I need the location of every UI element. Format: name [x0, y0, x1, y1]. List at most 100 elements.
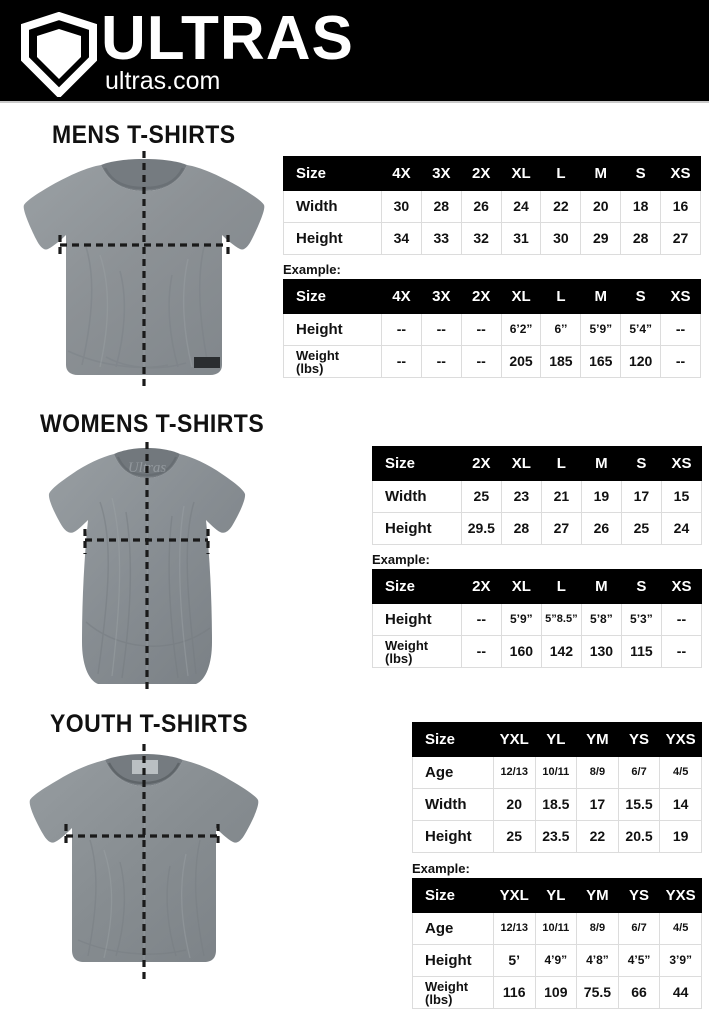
- table-row: Height 25 23.5 22 20.5 19: [412, 820, 702, 853]
- row-label-age: Age: [412, 756, 494, 789]
- cell: 5’3”: [620, 603, 662, 636]
- table-row: Height 34 33 32 31 30 29 28 27: [283, 222, 701, 255]
- col-header-ys: YS: [617, 722, 661, 757]
- row-label-weight: Weight (lbs): [412, 976, 494, 1009]
- cell: 25: [620, 512, 662, 545]
- col-header-m: M: [580, 279, 622, 314]
- table-row: Age 12/13 10/11 8/9 6/7 4/5: [412, 756, 702, 789]
- col-header-4x: 4X: [380, 156, 422, 191]
- cell: --: [660, 603, 703, 636]
- cell: 5”8.5”: [540, 603, 582, 636]
- row-label-weight-line1: Weight: [425, 978, 469, 994]
- cell: 75.5: [576, 976, 619, 1009]
- cell: 5’: [492, 944, 536, 977]
- cell: 24: [500, 190, 542, 223]
- col-header-size: Size: [372, 569, 462, 604]
- cell: --: [660, 345, 701, 378]
- cell: 6’’: [540, 313, 582, 346]
- cell: 8/9: [576, 912, 619, 945]
- row-label-height: Height: [283, 313, 382, 346]
- table-header-row: Size YXL YL YM YS YXS: [412, 878, 702, 913]
- row-label-weight-line1: Weight: [385, 637, 429, 653]
- brand-logo[interactable]: ULTRAS ultras.com: [17, 4, 387, 97]
- table-row: Height 5’ 4’9” 4’8” 4’5” 3’9”: [412, 944, 702, 977]
- cell: 32: [460, 222, 502, 255]
- cell: --: [660, 635, 703, 668]
- col-header-l: L: [540, 446, 582, 481]
- table-header-row: Size 2X XL L M S XS: [372, 569, 703, 604]
- cell: 44: [659, 976, 702, 1009]
- cell: 4/5: [659, 912, 702, 945]
- mens-size-table: Size 4X 3X 2X XL L M S XS Width 30 28 26: [283, 156, 701, 255]
- col-header-m: M: [580, 569, 622, 604]
- cell: 116: [492, 976, 536, 1009]
- col-header-ym: YM: [576, 878, 619, 913]
- cell: --: [460, 603, 502, 636]
- cell: 14: [659, 788, 702, 821]
- cell: 27: [540, 512, 582, 545]
- col-header-size: Size: [372, 446, 462, 481]
- cell: 18: [620, 190, 662, 223]
- cell: 15: [660, 480, 703, 513]
- col-header-yl: YL: [534, 722, 578, 757]
- cell: 33: [420, 222, 462, 255]
- cell: 165: [580, 345, 622, 378]
- example-label-womens: Example:: [372, 552, 430, 567]
- col-header-yxl: YXL: [492, 722, 536, 757]
- col-header-xl: XL: [500, 156, 542, 191]
- cell: 109: [534, 976, 578, 1009]
- cell: 6/7: [617, 912, 661, 945]
- cell: 10/11: [534, 912, 578, 945]
- col-header-size: Size: [412, 722, 494, 757]
- cell: 29: [580, 222, 622, 255]
- example-label-mens: Example:: [283, 262, 341, 277]
- col-header-ys: YS: [617, 878, 661, 913]
- cell: 4’9”: [534, 944, 578, 977]
- row-label-weight-line2: (lbs): [296, 360, 324, 376]
- col-header-size: Size: [283, 156, 382, 191]
- col-header-l: L: [540, 279, 582, 314]
- mens-tshirt-image: [8, 151, 280, 391]
- cell: 12/13: [492, 912, 536, 945]
- shield-icon: [19, 12, 99, 97]
- row-label-width: Width: [283, 190, 382, 223]
- cell: 34: [380, 222, 422, 255]
- cell: 5’8”: [580, 603, 622, 636]
- table-row: Height 29.5 28 27 26 25 24: [372, 512, 703, 545]
- womens-size-table: Size 2X XL L M S XS Width 25 23 21 19 17: [372, 446, 703, 545]
- col-header-2x: 2X: [460, 446, 502, 481]
- womens-tshirt-image: Ultras: [22, 442, 272, 692]
- cell: 17: [620, 480, 662, 513]
- section-womens: WOMENS T-SHIRTS Ultras: [0, 400, 709, 700]
- table-row: Weight (lbs) -- -- -- 205 185 165 120 --: [283, 345, 701, 378]
- womens-example-table: Size 2X XL L M S XS Height -- 5’9” 5”8.5…: [372, 569, 703, 668]
- cell: --: [420, 313, 462, 346]
- cell: 66: [617, 976, 661, 1009]
- cell: 115: [620, 635, 662, 668]
- col-header-yxs: YXS: [659, 878, 702, 913]
- cell: 130: [580, 635, 622, 668]
- row-label-height: Height: [372, 512, 462, 545]
- section-mens: MENS T-SHIRTS: [0, 103, 709, 400]
- col-header-s: S: [620, 279, 662, 314]
- row-label-width: Width: [412, 788, 494, 821]
- table-row: Age 12/13 10/11 8/9 6/7 4/5: [412, 912, 702, 945]
- col-header-2x: 2X: [460, 156, 502, 191]
- cell: 5’4”: [620, 313, 662, 346]
- col-header-2x: 2X: [460, 569, 502, 604]
- cell: --: [460, 313, 502, 346]
- cell: 28: [420, 190, 462, 223]
- row-label-weight-line1: Weight: [296, 347, 340, 363]
- cell: 160: [500, 635, 542, 668]
- row-label-width: Width: [372, 480, 462, 513]
- cell: 4’8”: [576, 944, 619, 977]
- row-label-weight-line2: (lbs): [385, 650, 413, 666]
- section-title-youth: YOUTH T-SHIRTS: [50, 710, 249, 738]
- cell: 5’9”: [500, 603, 542, 636]
- table-row: Weight (lbs) 116 109 75.5 66 44: [412, 976, 702, 1009]
- section-youth: YOUTH T-SHIRTS: [0, 700, 709, 1024]
- cell: --: [380, 313, 422, 346]
- col-header-4x: 4X: [380, 279, 422, 314]
- cell: --: [380, 345, 422, 378]
- row-label-height: Height: [412, 820, 494, 853]
